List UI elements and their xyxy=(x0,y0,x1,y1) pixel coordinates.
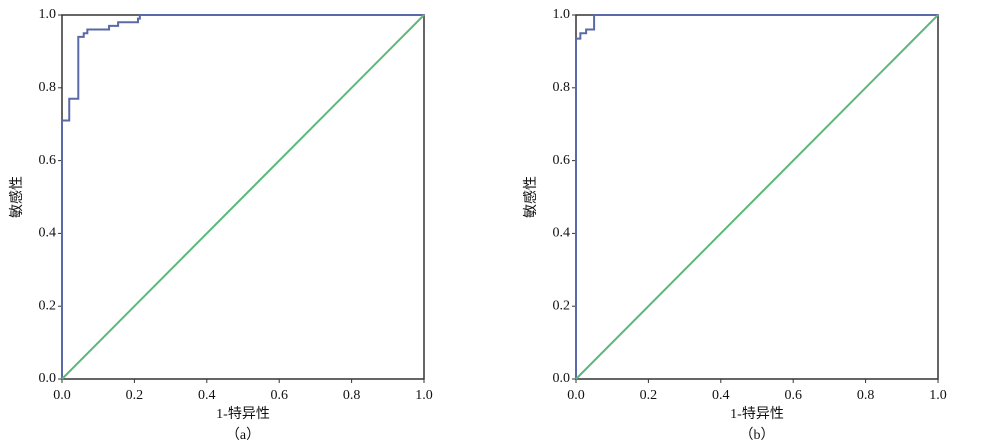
caption: （b） xyxy=(740,427,775,443)
y-tick-label: 1.0 xyxy=(553,7,571,22)
roc-line xyxy=(575,14,938,379)
y-tick-label: 0.2 xyxy=(39,298,57,313)
y-tick-label: 0.0 xyxy=(553,371,571,386)
roc-line xyxy=(61,14,424,379)
x-tick-label: 1.0 xyxy=(415,388,433,403)
y-tick-label: 0.6 xyxy=(553,153,571,168)
x-axis-label: 1-特异性 xyxy=(730,406,784,422)
x-tick-label: 0.8 xyxy=(857,388,875,403)
y-tick-label: 0.4 xyxy=(39,226,57,241)
x-tick-label: 0.2 xyxy=(640,388,658,403)
y-tick-label: 0.4 xyxy=(553,226,571,241)
y-tick-label: 0.8 xyxy=(553,80,571,95)
x-tick-label: 0.0 xyxy=(567,388,585,403)
y-tick-label: 0.8 xyxy=(39,80,57,95)
x-tick-label: 0.0 xyxy=(53,388,71,403)
x-tick-label: 1.0 xyxy=(929,388,947,403)
roc-line xyxy=(575,14,939,380)
x-tick-label: 0.2 xyxy=(126,388,144,403)
roc-line xyxy=(61,14,425,380)
y-axis-label: 敏感性 xyxy=(522,176,539,218)
x-tick-label: 0.8 xyxy=(343,388,361,403)
x-tick-label: 0.4 xyxy=(712,388,730,403)
y-axis-label: 敏感性 xyxy=(8,176,25,218)
y-tick-label: 1.0 xyxy=(39,7,57,22)
caption: （a） xyxy=(226,427,260,443)
x-axis-label: 1-特异性 xyxy=(216,406,270,422)
x-tick-label: 0.6 xyxy=(270,388,288,403)
y-tick-label: 0.0 xyxy=(39,371,57,386)
x-tick-label: 0.4 xyxy=(198,388,216,403)
y-tick-label: 0.2 xyxy=(553,298,571,313)
x-tick-label: 0.6 xyxy=(784,388,802,403)
y-tick-label: 0.6 xyxy=(39,153,57,168)
